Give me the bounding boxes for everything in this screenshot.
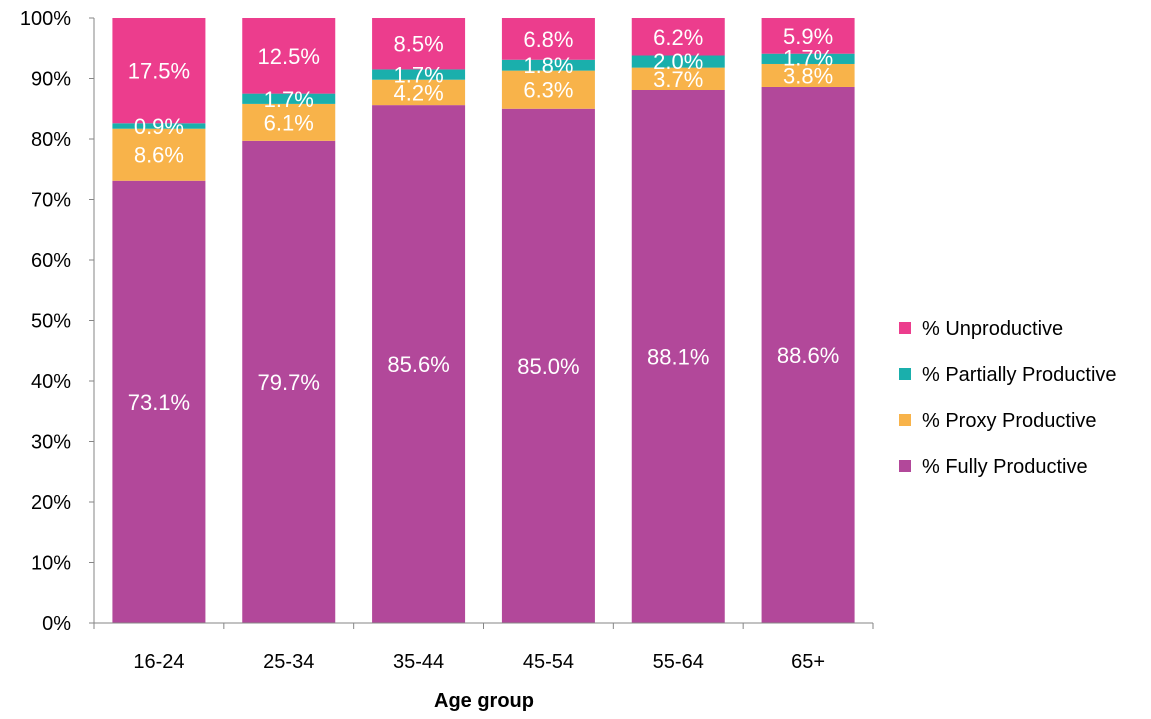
y-tick-label: 10% bbox=[31, 553, 71, 575]
bar-segment bbox=[372, 18, 466, 70]
y-tick-label: 60% bbox=[31, 250, 71, 272]
data-label: 6.2% bbox=[653, 25, 703, 50]
bar-segment bbox=[242, 18, 336, 94]
legend-swatch bbox=[899, 414, 911, 426]
bar-segment bbox=[112, 18, 206, 124]
y-tick-label: 50% bbox=[31, 311, 71, 333]
data-label: 88.6% bbox=[777, 343, 839, 368]
bar-segment bbox=[372, 79, 466, 106]
bar-segment bbox=[761, 53, 855, 64]
bar-segment bbox=[242, 93, 336, 104]
data-label: 1.7% bbox=[264, 87, 314, 112]
y-tick-label: 90% bbox=[31, 69, 71, 91]
x-tick-label: 45-54 bbox=[523, 651, 574, 673]
x-tick-label: 35-44 bbox=[393, 651, 444, 673]
data-label: 88.1% bbox=[647, 344, 709, 369]
data-label: 1.7% bbox=[394, 62, 444, 87]
legend-swatch bbox=[899, 322, 911, 334]
bar-segment bbox=[761, 18, 855, 54]
bar-segment bbox=[112, 123, 206, 129]
data-label: 12.5% bbox=[258, 44, 320, 69]
bar-segment bbox=[631, 55, 725, 68]
data-label: 5.9% bbox=[783, 24, 833, 49]
data-label: 8.6% bbox=[134, 143, 184, 168]
bar-segment bbox=[372, 69, 466, 80]
bar-segment bbox=[372, 105, 466, 624]
y-tick-label: 20% bbox=[31, 492, 71, 514]
bar-segment bbox=[501, 70, 595, 109]
bars: 73.1%8.6%0.9%17.5%79.7%6.1%1.7%12.5%85.6… bbox=[112, 18, 855, 624]
bar-segment bbox=[501, 18, 595, 60]
x-tick-label: 16-24 bbox=[133, 651, 184, 673]
legend-label: % Unproductive bbox=[922, 318, 1063, 340]
y-tick-label: 30% bbox=[31, 432, 71, 454]
data-label: 3.8% bbox=[783, 63, 833, 88]
y-tick-label: 80% bbox=[31, 129, 71, 151]
data-label: 17.5% bbox=[128, 59, 190, 84]
data-label: 2.0% bbox=[653, 49, 703, 74]
legend-swatch bbox=[899, 368, 911, 380]
bar-segment bbox=[242, 103, 336, 141]
data-label: 79.7% bbox=[258, 370, 320, 395]
bar-segment bbox=[761, 63, 855, 87]
data-label: 85.0% bbox=[517, 354, 579, 379]
bar-segment bbox=[631, 18, 725, 56]
y-axis: 0% 10% 20% 30% 40% 50% 60% 70% 80% 90% 100% bbox=[20, 8, 95, 635]
data-label: 8.5% bbox=[394, 32, 444, 57]
bar-segment bbox=[501, 59, 595, 71]
bar-segment bbox=[631, 67, 725, 90]
data-label: 1.7% bbox=[783, 45, 833, 70]
y-tick-label: 100% bbox=[20, 8, 71, 30]
data-label: 6.8% bbox=[523, 27, 573, 52]
bar-segment bbox=[242, 140, 336, 623]
x-tick-label: 55-64 bbox=[653, 651, 704, 673]
x-axis-title: Age group bbox=[434, 690, 534, 712]
y-tick-label: 0% bbox=[42, 613, 71, 635]
data-label: 1.8% bbox=[523, 53, 573, 78]
data-label: 4.2% bbox=[394, 80, 444, 105]
legend-label: % Proxy Productive bbox=[922, 410, 1097, 432]
legend-label: % Partially Productive bbox=[922, 364, 1117, 386]
legend-swatch bbox=[899, 460, 911, 472]
y-tick-label: 40% bbox=[31, 371, 71, 393]
data-label: 73.1% bbox=[128, 390, 190, 415]
bar-segment bbox=[631, 89, 725, 624]
x-tick-label: 25-34 bbox=[263, 651, 314, 673]
data-label: 6.3% bbox=[523, 78, 573, 103]
bar-segment bbox=[112, 128, 206, 181]
data-label: 3.7% bbox=[653, 67, 703, 92]
legend-label: % Fully Productive bbox=[922, 456, 1088, 478]
bar-segment bbox=[761, 86, 855, 624]
y-tick-label: 70% bbox=[31, 190, 71, 212]
x-axis: 16-24 25-34 35-44 45-54 55-64 65+ bbox=[93, 622, 874, 673]
bar-segment bbox=[501, 108, 595, 623]
data-label: 85.6% bbox=[387, 352, 449, 377]
x-tick-label: 65+ bbox=[791, 651, 825, 673]
data-label: 0.9% bbox=[134, 114, 184, 139]
bar-segment bbox=[112, 180, 206, 623]
legend: % Unproductive % Partially Productive % Pr… bbox=[899, 318, 1117, 478]
data-label: 6.1% bbox=[264, 110, 314, 135]
